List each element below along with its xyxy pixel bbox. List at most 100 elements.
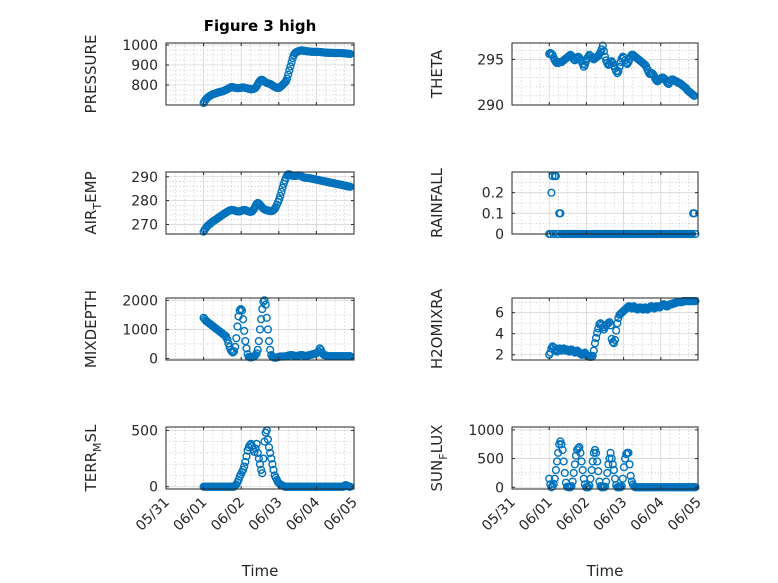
air_temp-frame — [165, 171, 355, 235]
terr_msl-ylabel-part: TERR — [82, 452, 100, 493]
sun_flux-point — [626, 471, 635, 480]
terr_msl-point — [263, 435, 273, 444]
mixdepth-point — [257, 315, 266, 324]
sun_flux-point — [624, 448, 633, 457]
terr_msl-point — [242, 452, 251, 461]
subplot-rainfall: 0 0.1 0.2 RAINFALL — [428, 167, 700, 243]
sun_flux-point — [550, 474, 559, 483]
rainfall-y-tick-label: 0.2 — [482, 186, 504, 202]
h2omixra-point — [610, 335, 620, 345]
sun_flux-xlabel: Time — [586, 562, 624, 580]
mixdepth-point — [264, 336, 274, 346]
h2omixra-y-tick-label: 2 — [495, 348, 504, 364]
sun_flux-point — [549, 479, 558, 488]
air_temp-ylabel-part: AIR — [82, 210, 100, 235]
pressure-point — [286, 62, 295, 71]
mixdepth-point — [315, 344, 324, 353]
terr_msl-point — [251, 444, 260, 453]
pressure-markers — [199, 46, 355, 108]
air_temp-y-tick-label: 290 — [131, 170, 158, 186]
sun_flux-point — [625, 460, 634, 469]
terr_msl-point — [258, 469, 267, 478]
sun_flux-point — [606, 448, 615, 457]
mixdepth-point — [263, 325, 273, 334]
mixdepth-ylabel: MIXDEPTH — [82, 290, 100, 368]
h2omixra-point — [588, 351, 597, 360]
air_temp-ylabel: AIRTEMP — [82, 171, 104, 234]
theta-point — [689, 90, 698, 100]
theta-point — [597, 45, 606, 54]
terr_msl-markers — [199, 426, 355, 491]
h2omixra-point — [604, 319, 613, 328]
rainfall-y-tick-label: 0.1 — [482, 206, 504, 222]
mixdepth-point — [261, 300, 270, 309]
subplot-h2omixra: 2 4 6 H2OMIXRA — [428, 288, 700, 369]
sun_flux-point — [558, 445, 567, 455]
sun_flux-point — [600, 482, 610, 491]
terr_msl-ylabel: TERRMSL — [82, 424, 104, 493]
sun_flux-point — [593, 457, 602, 466]
air_temp-point — [277, 187, 286, 196]
mixdepth-point — [237, 306, 247, 315]
sun_flux-point — [607, 454, 616, 463]
theta-frame — [511, 42, 699, 106]
subplots: 800 900 1000 PRESSURE Figure 3 high 290 295 THE… — [82, 17, 705, 580]
pressure-y-tick-label: 800 — [131, 78, 158, 94]
pressure-y-tick-label: 900 — [131, 58, 158, 74]
mixdepth-point — [223, 335, 232, 344]
h2omixra-point — [589, 346, 598, 355]
sun_flux-point — [574, 444, 583, 453]
theta-point — [598, 41, 607, 50]
mixdepth-point — [232, 334, 241, 343]
terr_msl-point — [254, 454, 263, 463]
mixdepth-y-tick-label: 0 — [149, 352, 158, 368]
sun_flux-point — [691, 483, 700, 492]
sun_flux-point — [591, 448, 601, 457]
sun_flux-point — [559, 457, 568, 466]
pressure-point — [280, 78, 289, 87]
pressure-point — [284, 70, 293, 79]
theta-point — [614, 67, 623, 76]
mixdepth-point — [253, 345, 262, 354]
subplot-mixdepth: 0 1000 2000 MIXDEPTH — [82, 290, 355, 368]
terr_msl-y-tick-label: 0 — [149, 480, 158, 496]
mixdepth-point — [220, 331, 230, 340]
theta-ylabel: THETA — [428, 49, 446, 99]
mixdepth-y-tick-label: 1000 — [122, 322, 158, 338]
mixdepth-point — [260, 296, 269, 305]
sun_flux-markers — [545, 437, 700, 492]
rainfall-frame — [511, 171, 699, 235]
mixdepth-point — [242, 344, 251, 353]
h2omixra-ylabel: H2OMIXRA — [428, 288, 446, 369]
mixdepth-point — [262, 313, 271, 322]
sun_flux-point — [568, 477, 577, 486]
subplot-theta: 290 295 THETA — [428, 41, 699, 114]
theta-y-tick-label: 290 — [477, 98, 504, 114]
sun_flux-point — [602, 477, 611, 486]
sun_flux-point — [560, 468, 569, 478]
theta-point — [615, 62, 624, 71]
terr_msl-frame — [165, 426, 355, 490]
pressure-y-tick-label: 1000 — [122, 38, 158, 54]
sun_flux-point — [569, 468, 578, 478]
mixdepth-point — [236, 304, 245, 314]
mixdepth-point — [252, 349, 261, 358]
h2omixra-frame — [511, 297, 699, 361]
sun_flux-point — [608, 460, 617, 469]
sun_flux-point — [577, 457, 586, 466]
sun_flux-ylabel-part: SUN — [428, 460, 446, 492]
sun_flux-point — [617, 482, 626, 491]
sun_flux-point — [578, 465, 587, 475]
mixdepth-point — [240, 326, 249, 335]
subplot-air_temp: 270 280 290 AIRTEMP — [82, 170, 355, 236]
terr_msl-point — [241, 457, 250, 467]
rainfall-point — [556, 209, 565, 218]
terr_msl-point — [240, 462, 249, 471]
mixdepth-point — [255, 325, 265, 334]
h2omixra-point — [613, 319, 622, 328]
terr_msl-ylabel-subscript: M — [91, 442, 104, 452]
terr_msl-point — [259, 454, 268, 463]
pressure-point — [287, 58, 296, 67]
pressure-title: Figure 3 high — [204, 17, 317, 35]
